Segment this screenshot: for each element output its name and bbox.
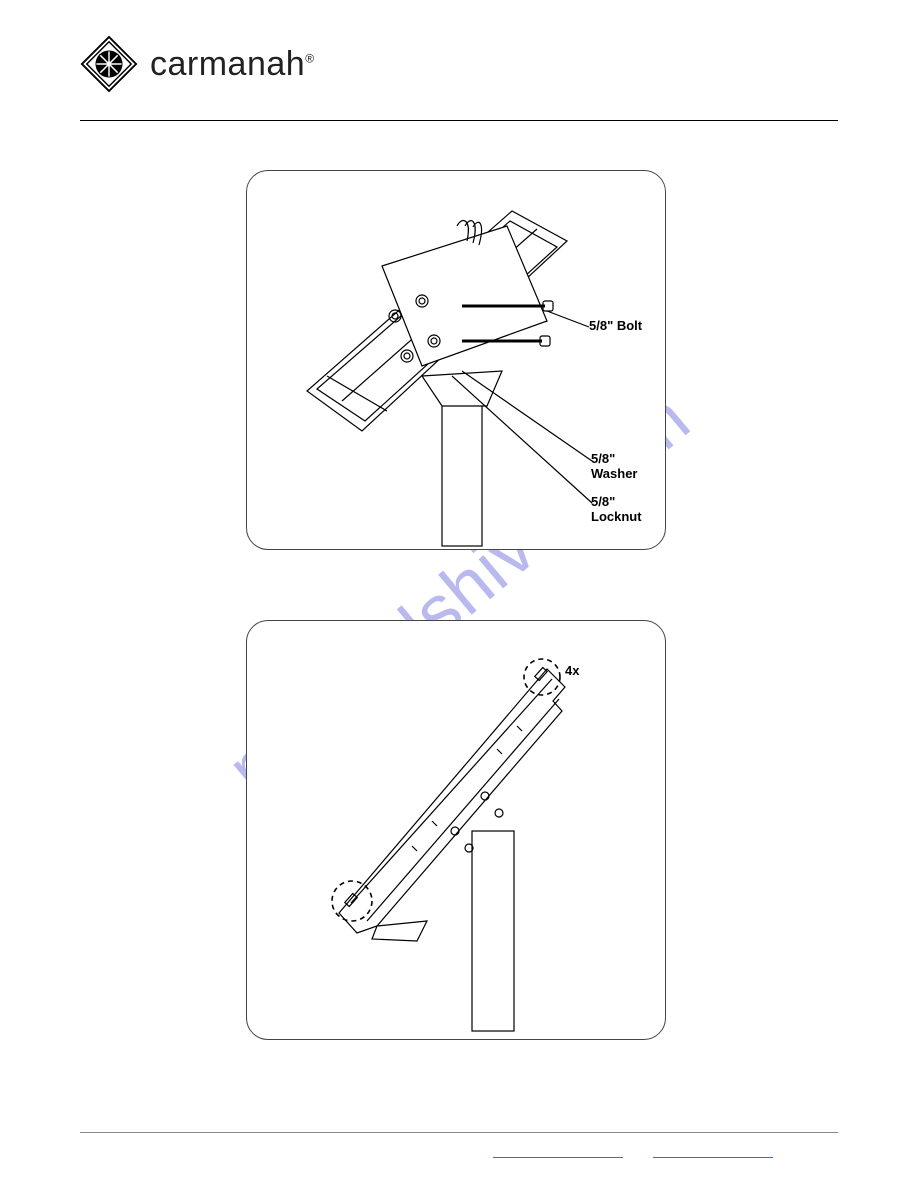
brand-name: carmanah® bbox=[150, 45, 315, 84]
figure-2-svg bbox=[247, 621, 667, 1041]
figure-1-frame: 5/8" Bolt 5/8" Washer 5/8" Locknut bbox=[246, 170, 666, 550]
label-4x: 4x bbox=[565, 663, 579, 678]
figure-2-frame: 4x bbox=[246, 620, 666, 1040]
label-washer: 5/8" Washer bbox=[591, 451, 665, 481]
carmanah-logo-icon bbox=[80, 35, 138, 93]
footer-link-underline-2 bbox=[653, 1157, 773, 1158]
trademark-symbol: ® bbox=[305, 51, 314, 65]
header: carmanah® bbox=[80, 35, 838, 93]
header-divider bbox=[80, 120, 838, 121]
footer-link-underline-1 bbox=[493, 1157, 623, 1158]
label-locknut: 5/8" Locknut bbox=[591, 494, 665, 524]
brand-text: carmanah bbox=[150, 45, 305, 83]
figure-2: 4x bbox=[246, 620, 666, 1040]
footer-divider bbox=[80, 1132, 838, 1133]
label-bolt: 5/8" Bolt bbox=[589, 318, 642, 333]
page: carmanah® manualshive.com bbox=[0, 0, 918, 1188]
figure-1: 5/8" Bolt 5/8" Washer 5/8" Locknut bbox=[246, 170, 666, 550]
